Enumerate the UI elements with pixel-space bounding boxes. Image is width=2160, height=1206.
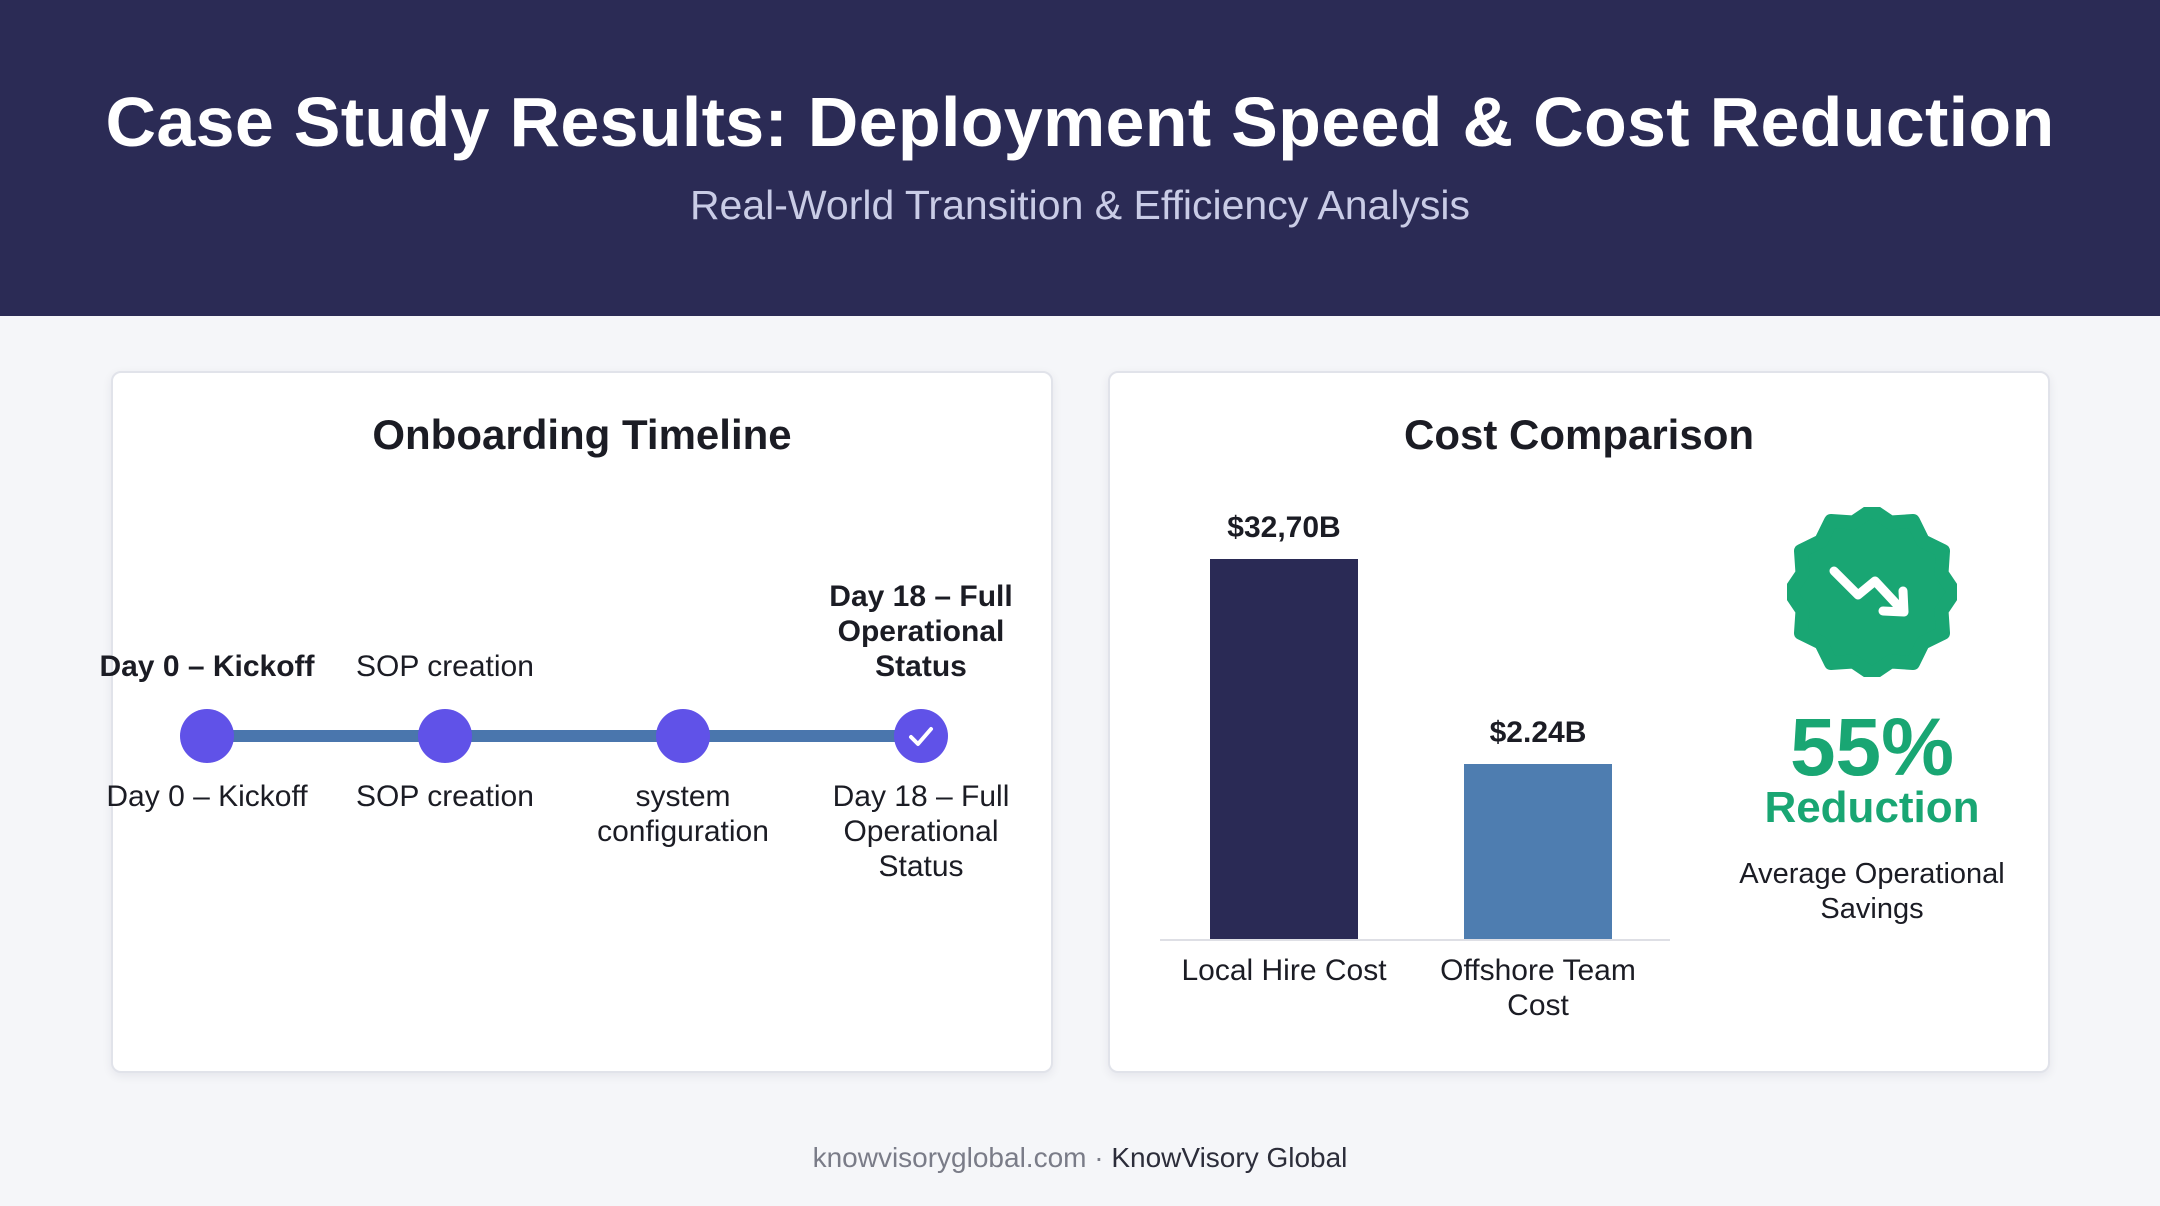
cost-card: Cost Comparison $32,70B Local Hire Cost $2… [1108,371,2050,1073]
page-subtitle: Real-World Transition & Efficiency Analy… [689,182,1471,228]
cost-title: Cost Comparison [1403,411,1755,458]
reduction-stat: 55% Reduction Average Operational Saving… [1727,373,2017,1073]
milestone-node [418,709,472,763]
check-icon [909,727,933,746]
footer-domain[interactable]: knowvisoryglobal.com [812,1142,1087,1173]
bar-category-label: Local Hire Cost [1181,954,1387,987]
bar-value-label: $32,70B [1227,511,1341,544]
milestone-label-above: SOP creation [356,650,534,683]
trending-down-icon [1787,507,1957,677]
reduction-label: Reduction [1764,783,1980,832]
milestone-node [180,709,234,763]
reduction-percent: 55% [1789,702,1955,793]
milestone-label-above: Day 0 – Kickoff [99,650,315,683]
timeline-track [207,730,921,742]
milestone-label-below: Day 18 – Full Operational Status [832,780,1010,883]
cost-bar [1464,764,1612,939]
footer: knowvisoryglobal.com · KnowVisory Global [0,1142,2160,1174]
milestone-label-below: Day 0 – Kickoff [106,780,308,813]
footer-separator: · [1094,1142,1104,1173]
timeline-title: Onboarding Timeline [372,411,792,458]
page-title: Case Study Results: Deployment Speed & C… [105,83,2055,161]
bar-category-label: Offshore Team Cost [1440,954,1636,1022]
footer-brand: KnowVisory Global [1111,1142,1348,1173]
milestone-node-completed [894,709,948,763]
milestone-node [656,709,710,763]
header-banner: Case Study Results: Deployment Speed & C… [0,0,2160,316]
milestone-label-above: Day 18 – Full Operational Status [829,580,1013,683]
milestone-label-below: SOP creation [356,780,534,813]
bar-value-label: $2.24B [1489,716,1587,749]
milestone-label-below: system configuration [597,780,769,848]
cost-bar [1210,559,1358,939]
timeline-card: Onboarding Timeline Day 0 – Kickoff Day 0… [99,371,1053,1073]
chart-baseline [1160,939,1670,941]
reduction-note: Average Operational Savings [1739,858,2005,925]
